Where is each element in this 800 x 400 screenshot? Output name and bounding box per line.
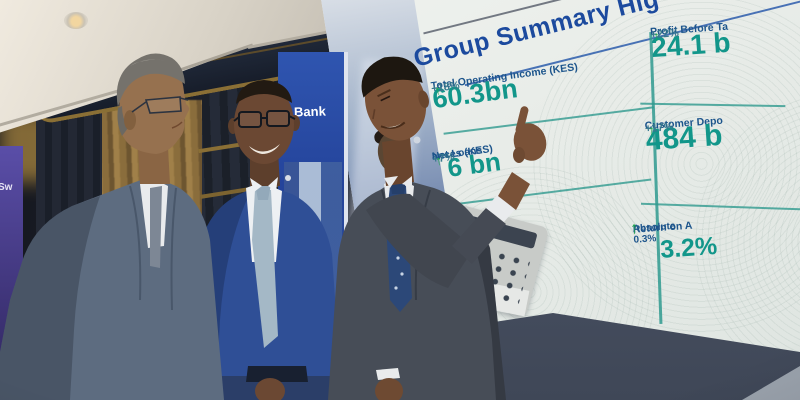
lapel-pin xyxy=(413,136,421,144)
glasses xyxy=(233,110,296,128)
pointing-hand xyxy=(513,106,547,163)
man-right xyxy=(328,56,547,400)
lapel-pin xyxy=(285,175,291,181)
glasses xyxy=(131,96,189,114)
shirt-cuff xyxy=(486,194,516,222)
head xyxy=(361,56,429,141)
ceiling-downlight xyxy=(64,12,88,29)
man-left xyxy=(0,53,224,400)
left-banner-text: Sw xyxy=(0,182,13,193)
